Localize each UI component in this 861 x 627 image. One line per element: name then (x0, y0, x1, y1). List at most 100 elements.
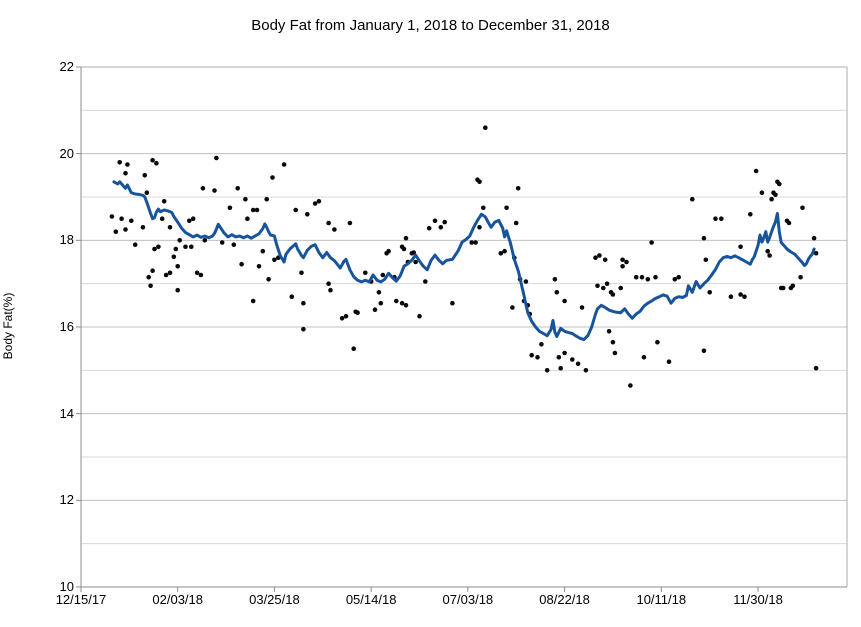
data-point (610, 292, 616, 297)
data-point (378, 300, 384, 306)
scatter-series (109, 125, 819, 388)
data-point (535, 355, 540, 360)
data-point (649, 240, 654, 245)
data-point (167, 225, 173, 230)
data-point (554, 290, 560, 295)
data-point (177, 238, 182, 243)
data-point (243, 196, 248, 202)
data-point (264, 196, 270, 202)
chart-title: Body Fat from January 1, 2018 to Decembe… (251, 17, 610, 34)
data-point (504, 205, 509, 211)
data-point (198, 272, 204, 278)
data-point (235, 186, 240, 191)
data-point (293, 207, 299, 213)
data-point (355, 310, 360, 316)
data-point (502, 248, 507, 254)
data-point (175, 287, 180, 293)
data-point (473, 240, 478, 245)
data-point (676, 274, 681, 280)
y-tick-label: 16 (59, 319, 74, 334)
data-point (187, 218, 192, 224)
data-point (417, 313, 422, 319)
data-point (562, 350, 567, 356)
data-point (214, 155, 219, 161)
y-tick-label: 18 (59, 232, 74, 248)
data-point (281, 162, 287, 167)
data-point (765, 248, 770, 254)
data-point (132, 242, 138, 247)
data-point (117, 160, 122, 165)
data-point (140, 225, 146, 230)
data-point (713, 216, 718, 221)
data-point (597, 253, 602, 258)
data-point (641, 355, 647, 360)
data-point (326, 220, 331, 226)
data-point (556, 355, 562, 360)
data-point (515, 186, 521, 191)
data-point (212, 188, 217, 193)
data-point (266, 277, 271, 282)
x-tick-label: 12/15/17 (55, 592, 107, 607)
data-point (606, 329, 612, 334)
data-point (469, 240, 475, 245)
data-point (738, 244, 743, 250)
data-point (633, 274, 639, 280)
data-point (769, 196, 774, 202)
data-point (790, 283, 796, 289)
data-point (579, 305, 585, 310)
data-point (426, 225, 432, 231)
data-point (438, 225, 444, 230)
data-point (510, 305, 515, 310)
data-point (326, 281, 331, 287)
data-point (148, 283, 153, 289)
data-point (171, 254, 177, 260)
data-point (624, 259, 629, 265)
data-point (759, 190, 765, 195)
data-point (786, 220, 792, 226)
data-point (639, 274, 645, 280)
data-point (612, 350, 618, 356)
data-point (773, 192, 778, 198)
data-point (119, 216, 124, 221)
data-point (442, 219, 448, 225)
data-point (316, 199, 322, 204)
data-point (173, 246, 179, 252)
data-point (655, 339, 660, 345)
data-point (690, 196, 695, 202)
data-point (728, 294, 734, 300)
data-point (109, 214, 115, 219)
data-point (498, 251, 504, 256)
data-point (260, 248, 266, 254)
data-point (239, 261, 244, 267)
data-point (129, 218, 134, 224)
data-point (558, 365, 563, 371)
data-point (194, 270, 200, 276)
data-point (183, 244, 188, 250)
data-point (653, 274, 658, 280)
data-point (719, 216, 724, 221)
data-point (798, 274, 803, 280)
data-point (301, 326, 306, 332)
data-point (113, 229, 119, 234)
x-tick-label: 07/03/18 (442, 592, 494, 607)
y-tick-label: 14 (59, 405, 74, 421)
data-point (811, 235, 817, 241)
data-point (305, 212, 310, 217)
data-point (245, 216, 250, 221)
data-point (343, 313, 349, 319)
data-point (701, 348, 707, 354)
data-point (539, 342, 544, 347)
data-point (332, 227, 337, 232)
data-point (200, 186, 206, 191)
data-point (602, 257, 608, 263)
data-point (231, 242, 237, 247)
x-tick-label: 02/03/18 (152, 592, 203, 607)
data-point (767, 253, 772, 258)
data-point (159, 216, 165, 221)
data-point (152, 246, 157, 252)
data-point (270, 175, 275, 180)
x-tick-label: 08/22/18 (539, 592, 590, 607)
data-point (666, 359, 672, 365)
